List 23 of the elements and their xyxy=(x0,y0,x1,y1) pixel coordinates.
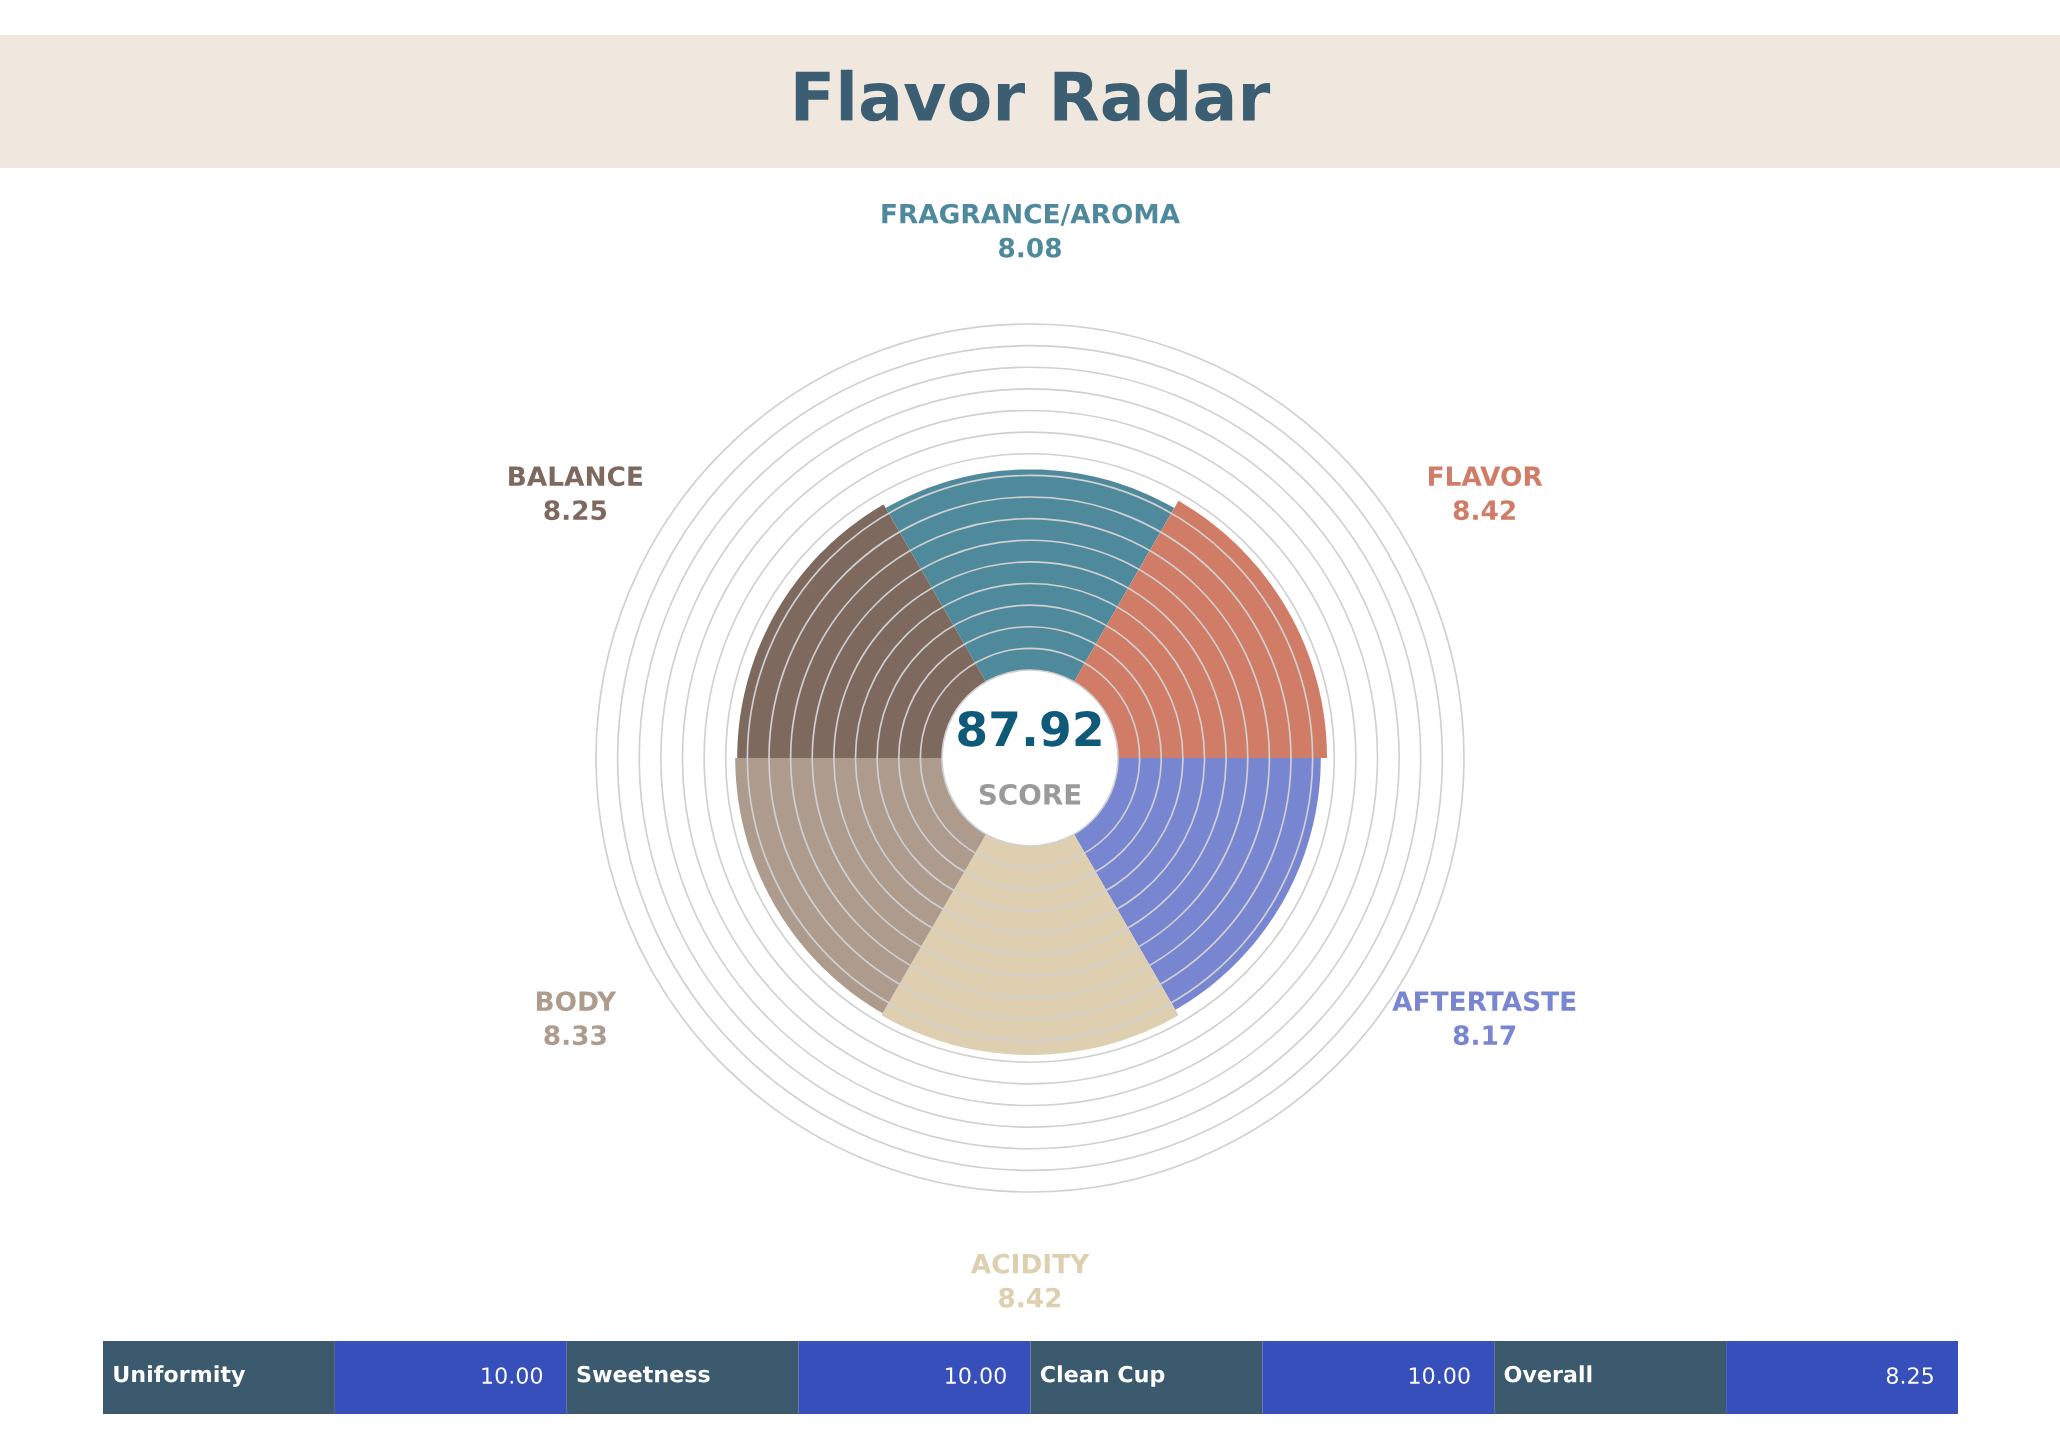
data-label: 8.08 xyxy=(999,237,1061,258)
data-label: 8.42 xyxy=(999,1287,1061,1308)
category-label: AFTERTASTE xyxy=(1392,991,1576,1012)
text: 8.25 xyxy=(1886,1367,1933,1384)
text: Flavor Radar xyxy=(795,69,1271,122)
category-label: Clean Cup xyxy=(1040,1365,1165,1387)
data-label: 8.17 xyxy=(1453,1025,1516,1046)
data-label: 8.25 xyxy=(544,500,607,521)
category-label: BALANCE xyxy=(509,466,643,487)
category-label: Uniformity xyxy=(114,1365,246,1387)
data-label: 8.33 xyxy=(544,1025,606,1046)
category-label: BODY xyxy=(536,991,617,1012)
category-label: FLAVOR xyxy=(1428,466,1543,487)
category-label: FRAGRANCE/AROMA xyxy=(882,203,1180,226)
text: SCORE xyxy=(979,783,1081,805)
category-label: Overall xyxy=(1504,1365,1592,1383)
text: 10.00 xyxy=(482,1367,543,1384)
data-label: 8.42 xyxy=(1453,500,1515,521)
category-label: ACIDITY xyxy=(970,1253,1090,1274)
text: 10.00 xyxy=(946,1367,1006,1384)
category-label: Sweetness xyxy=(577,1365,710,1383)
text: 10.00 xyxy=(1409,1367,1470,1384)
text: 87.92 xyxy=(958,710,1101,747)
